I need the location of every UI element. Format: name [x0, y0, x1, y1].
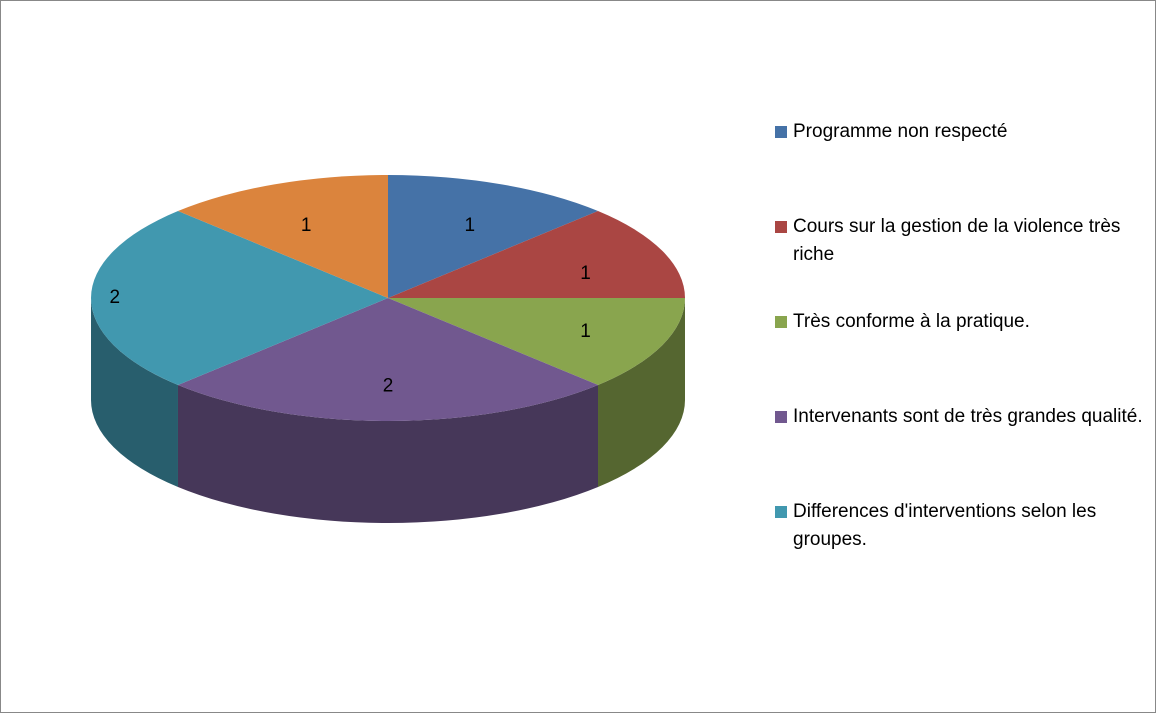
slice-side — [598, 298, 685, 487]
data-label: 1 — [465, 215, 476, 236]
slice — [388, 175, 599, 298]
slice — [388, 211, 685, 298]
slice-side — [91, 298, 178, 487]
legend-swatch — [775, 126, 787, 138]
legend-swatch — [775, 221, 787, 233]
legend-label: Très conforme à la pratique. — [793, 311, 1030, 332]
legend-entry: Intervenants sont de très grandes qualit… — [775, 403, 1143, 431]
legend-entry: Très conforme à la pratique. — [775, 308, 1143, 336]
legend-label: Programme non respecté — [793, 121, 1008, 142]
legend-label: Intervenants sont de très grandes qualit… — [793, 406, 1143, 427]
data-label: 1 — [580, 321, 591, 342]
legend-label: Cours sur la gestion de la violence très… — [793, 216, 1121, 265]
slice-side — [177, 384, 599, 523]
legend-entry: Programme non respecté — [775, 118, 1143, 146]
legend-swatch — [775, 316, 787, 328]
slice — [388, 298, 685, 385]
slice — [177, 298, 599, 421]
legend-swatch — [775, 506, 787, 518]
data-label: 1 — [301, 215, 312, 236]
slice — [91, 211, 388, 385]
legend-swatch — [775, 411, 787, 423]
data-label: 1 — [580, 263, 591, 284]
legend-entry: Differences d'interventions selon les gr… — [775, 498, 1143, 554]
data-label: 2 — [383, 376, 394, 397]
legend-label: Differences d'interventions selon les gr… — [793, 501, 1097, 550]
legend-entry: Cours sur la gestion de la violence très… — [775, 213, 1143, 269]
slice — [177, 175, 388, 298]
data-label: 2 — [109, 287, 120, 308]
